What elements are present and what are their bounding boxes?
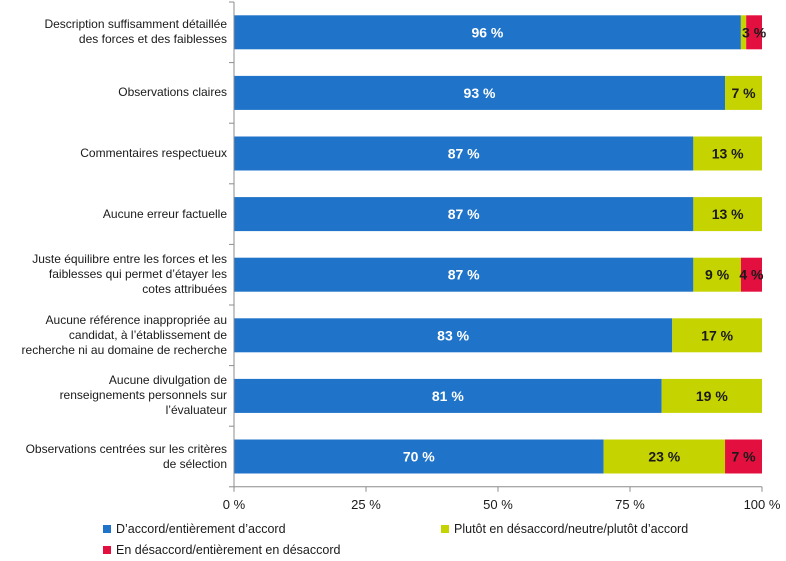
bar-segment	[672, 318, 762, 353]
bar-segment	[661, 378, 762, 413]
bar-segment	[234, 15, 741, 50]
x-tick-label: 50 %	[483, 497, 513, 512]
category-label: Juste équilibre entre les forces et les …	[32, 252, 227, 297]
bar-segment	[740, 257, 762, 292]
bar-segment	[746, 15, 762, 50]
bar-data-label: 93 %	[464, 85, 496, 101]
bar-segment	[740, 15, 747, 50]
bar-segment	[725, 75, 762, 110]
bar-segment	[693, 136, 762, 171]
bar-segment	[603, 439, 726, 474]
bar-data-label: 70 %	[403, 449, 435, 465]
bar-data-label: 13 %	[712, 206, 744, 222]
bar-data-label: 96 %	[471, 24, 503, 40]
bar-data-label: 7 %	[731, 449, 756, 465]
bar-segment	[234, 439, 604, 474]
legend-item: En désaccord/entièrement en désaccord	[103, 543, 340, 557]
x-tick-label: 25 %	[351, 497, 381, 512]
legend-label: En désaccord/entièrement en désaccord	[116, 543, 341, 557]
category-label: Aucune divulgation de renseignements per…	[59, 373, 227, 418]
bar-segment	[234, 136, 694, 171]
bar-segment	[234, 257, 694, 292]
legend-swatch	[103, 546, 111, 554]
category-label: Description suffisamment détaillée des f…	[44, 17, 227, 47]
legend-label: Plutôt en désaccord/neutre/plutôt d’acco…	[454, 522, 689, 536]
bar-data-label: 7 %	[731, 85, 756, 101]
bar-data-label: 87 %	[448, 146, 480, 162]
legend-item: Plutôt en désaccord/neutre/plutôt d’acco…	[441, 522, 688, 536]
bar-data-label: 83 %	[437, 327, 469, 343]
bar-data-label: 9 %	[705, 267, 730, 283]
x-tick-label: 75 %	[615, 497, 645, 512]
x-tick-label: 0 %	[223, 497, 246, 512]
bar-segment	[234, 378, 662, 413]
bar-data-label: 23 %	[648, 449, 680, 465]
bar-data-label: 13 %	[712, 146, 744, 162]
bar-data-label: 17 %	[701, 327, 733, 343]
bar-data-label: 81 %	[432, 388, 464, 404]
category-label: Observations centrées sur les critères d…	[25, 441, 227, 471]
legend-swatch	[441, 525, 449, 533]
bar-segment	[725, 439, 762, 474]
category-label: Observations claires	[118, 85, 227, 100]
legend-item: D’accord/entièrement d’accord	[103, 522, 286, 536]
bar-data-label: 87 %	[448, 206, 480, 222]
legend-label: D’accord/entièrement d’accord	[116, 522, 286, 536]
bar-data-label: 87 %	[448, 267, 480, 283]
bar-segment	[234, 75, 726, 110]
bar-segment	[234, 197, 694, 232]
bar-data-label: 3 %	[742, 24, 767, 40]
bar-data-label: 19 %	[696, 388, 728, 404]
x-tick-label: 100 %	[744, 497, 781, 512]
bar-segment	[693, 197, 762, 232]
category-label: Commentaires respectueux	[80, 146, 227, 160]
legend-swatch	[103, 525, 111, 533]
category-label: Aucune référence inappropriée au candida…	[21, 312, 227, 357]
bar-segment	[234, 318, 673, 353]
category-label: Aucune erreur factuelle	[102, 206, 227, 221]
bar-data-label: 4 %	[739, 267, 764, 283]
bar-segment	[693, 257, 741, 292]
